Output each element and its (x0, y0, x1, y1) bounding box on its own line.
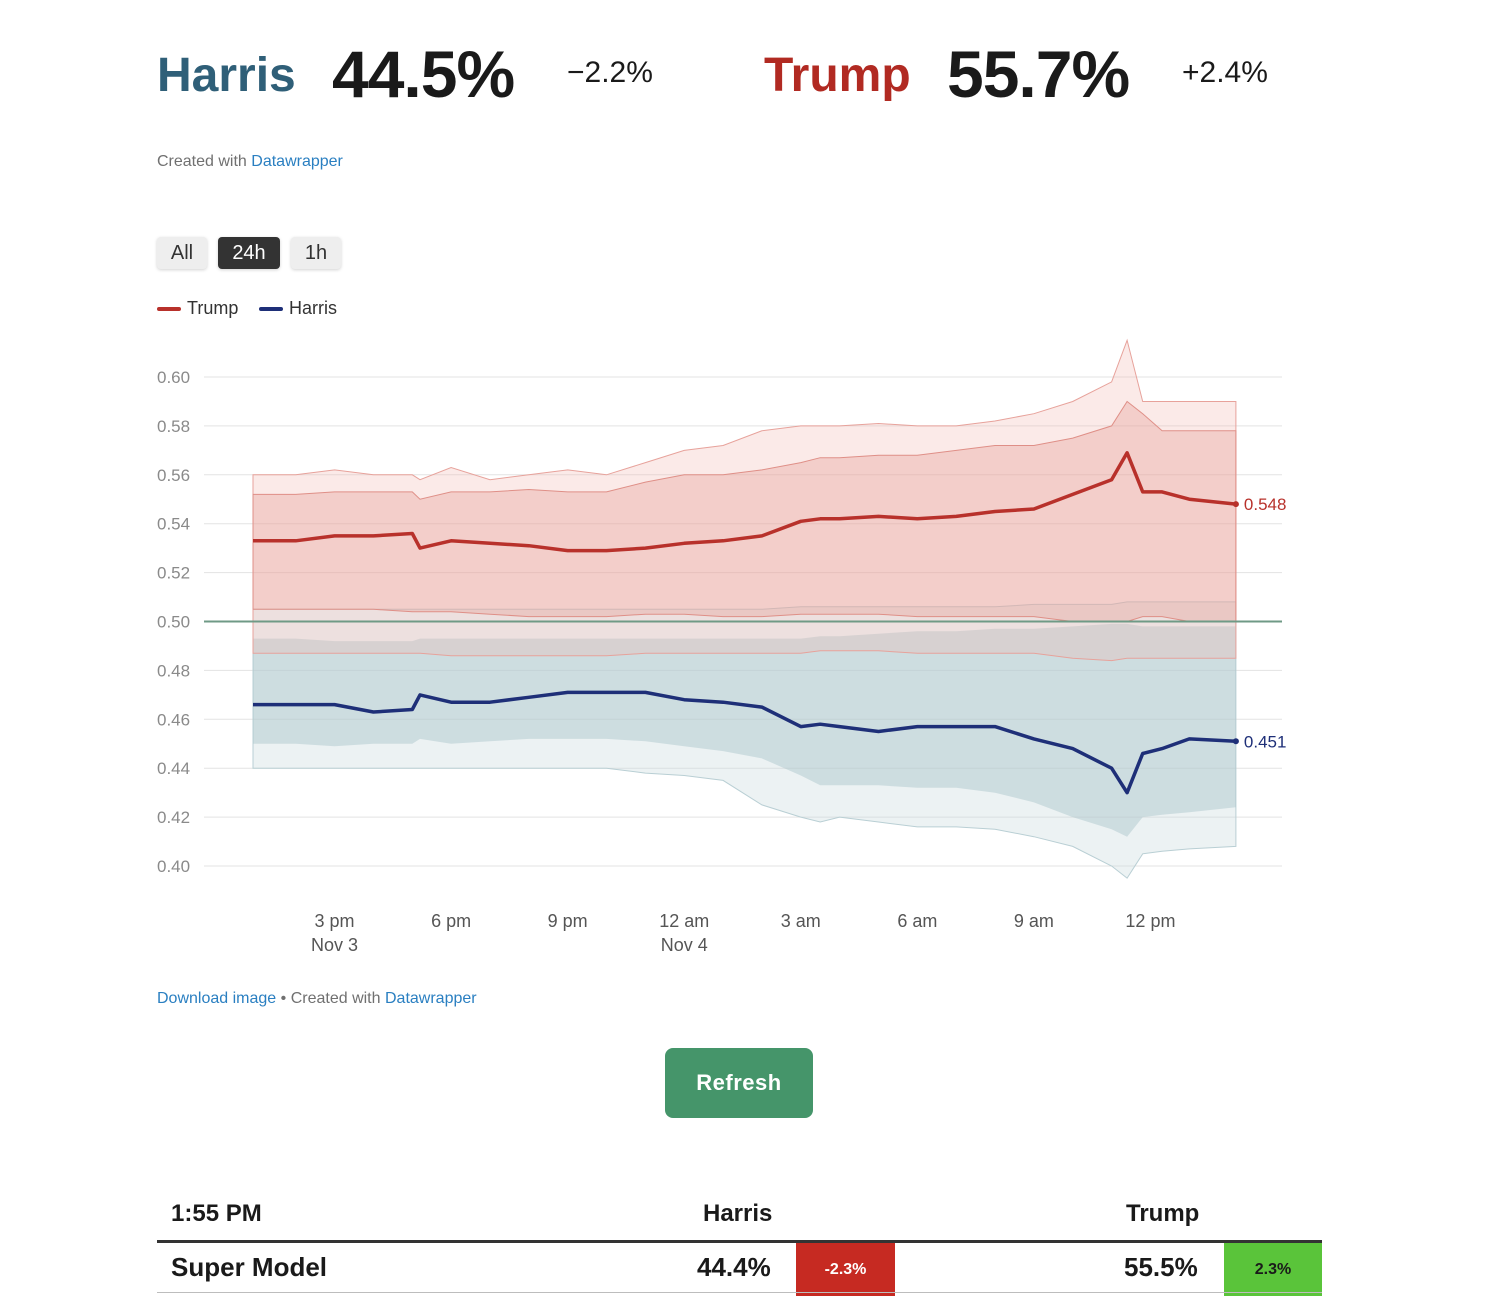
datawrapper-link-bottom[interactable]: Datawrapper (384, 990, 477, 1007)
range-1h-button[interactable]: 1h (291, 237, 341, 269)
harris-delta-badge: -2.3% (796, 1243, 895, 1296)
trump-percent: 55.7% (947, 37, 1130, 111)
y-tick-label: 0.50 (157, 613, 190, 632)
x-tick-sublabel: Nov 3 (311, 935, 358, 955)
legend-label-trump: Trump (187, 298, 239, 318)
credit-top: Created with Datawrapper (157, 153, 343, 171)
x-tick-label: 9 am (1014, 911, 1054, 931)
trump-outer-band (252, 338, 1237, 662)
harris-end-label: 0.451 (1244, 732, 1287, 751)
y-tick-label: 0.44 (157, 759, 190, 778)
trump-inner-band (252, 400, 1237, 622)
y-tick-label: 0.54 (157, 515, 190, 534)
table-col-trump: Trump (1126, 1200, 1200, 1227)
table-header-rule (157, 1240, 1322, 1243)
credit-prefix-bottom: Created with (290, 990, 381, 1007)
y-tick-label: 0.42 (157, 808, 190, 827)
credit-bottom: Download image • Created with Datawrappe… (157, 990, 477, 1008)
x-tick-label: 12 pm (1125, 911, 1175, 931)
credit-prefix: Created with (157, 153, 247, 170)
y-tick-label: 0.52 (157, 564, 190, 583)
trump-line (253, 451, 1237, 553)
x-tick-label: 3 pm (315, 911, 355, 931)
y-tick-label: 0.58 (157, 417, 190, 436)
range-24h-button[interactable]: 24h (218, 237, 280, 269)
x-tick-label: 6 pm (431, 911, 471, 931)
trump-end-point (1232, 501, 1239, 508)
y-tick-label: 0.48 (157, 661, 190, 680)
trump-delta-badge: 2.3% (1224, 1243, 1322, 1296)
table-col-harris: Harris (703, 1200, 773, 1227)
line-chart: 0.60 0.58 0.56 0.54 0.52 0.50 0.48 0.46 0.44 0.42… (157, 338, 1287, 955)
y-tick-label: 0.56 (157, 466, 190, 485)
legend-label-harris: Harris (289, 298, 337, 318)
harris-inner-band (253, 623, 1236, 837)
trump-name: Trump (764, 49, 911, 102)
x-tick-label: 12 am (659, 911, 709, 931)
credit-separator: • (280, 990, 287, 1007)
headline: Harris 44.5% −2.2% Trump 55.7% +2.4% (157, 30, 1327, 120)
datawrapper-link[interactable]: Datawrapper (251, 153, 343, 170)
legend-swatch-trump (157, 307, 181, 311)
x-tick-label: 9 pm (548, 911, 588, 931)
harris-name: Harris (157, 49, 296, 102)
harris-percent: 44.5% (332, 37, 515, 111)
legend-swatch-harris (259, 307, 283, 311)
refresh-button[interactable]: Refresh (665, 1048, 813, 1118)
range-all-button[interactable]: All (157, 237, 207, 269)
y-tick-label: 0.40 (157, 857, 190, 876)
download-image-link[interactable]: Download image (157, 990, 277, 1007)
table-time: 1:55 PM (171, 1200, 262, 1227)
x-tick-label: 6 am (897, 911, 937, 931)
harris-outer-band (252, 601, 1237, 879)
harris-model-pct: 44.4% (697, 1252, 771, 1282)
table-row-rule (157, 1292, 1322, 1293)
y-tick-label: 0.46 (157, 710, 190, 729)
harris-line (253, 690, 1236, 795)
model-name: Super Model (171, 1252, 328, 1282)
harris-end-point (1232, 738, 1239, 745)
x-tick-sublabel: Nov 4 (661, 935, 708, 955)
trump-model-pct: 55.5% (1124, 1252, 1198, 1282)
trump-end-label: 0.548 (1244, 495, 1287, 514)
trump-change: +2.4% (1182, 56, 1268, 89)
y-tick-label: 0.60 (157, 368, 190, 387)
x-tick-label: 3 am (781, 911, 821, 931)
harris-change: −2.2% (567, 56, 653, 89)
